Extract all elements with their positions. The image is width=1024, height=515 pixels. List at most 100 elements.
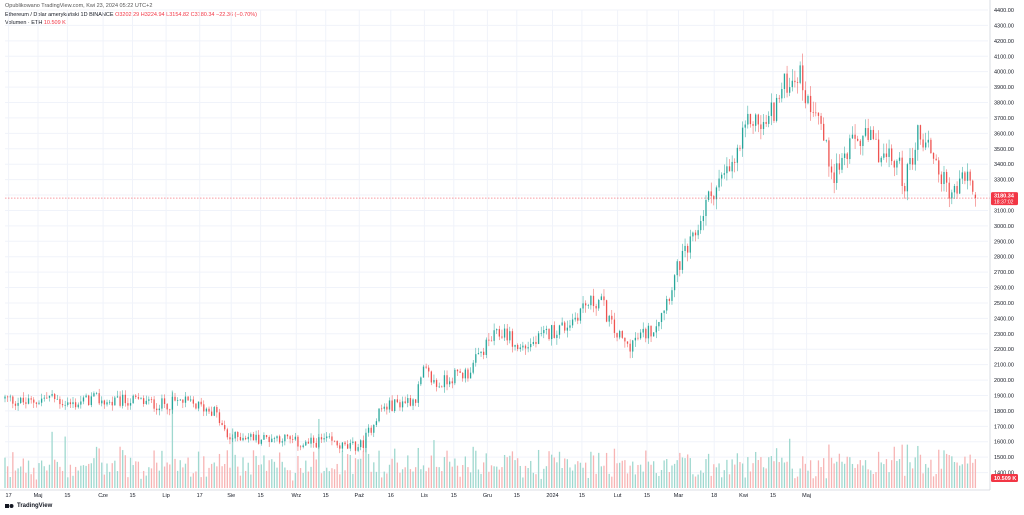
volume-bar — [488, 471, 490, 488]
candle-body — [747, 113, 749, 125]
candle-body — [171, 396, 174, 410]
candle-body — [380, 408, 383, 410]
candle-body — [503, 328, 506, 338]
volume-label[interactable]: Volumen · ETH — [5, 20, 43, 26]
candle-body — [940, 174, 943, 185]
volume-bar — [179, 460, 181, 488]
time-tick-label: Kwi — [739, 493, 748, 499]
symbol-name[interactable]: Ethereum / Dolar amerykański — [5, 12, 79, 18]
price-tick-label: 3900.00 — [994, 85, 1014, 91]
price-tick-label: 1900.00 — [994, 393, 1014, 399]
volume-bar — [786, 461, 788, 488]
volume-bar — [619, 462, 621, 488]
candle-body — [509, 331, 511, 341]
volume-bar — [825, 478, 827, 488]
candle-body — [833, 172, 835, 183]
candle-body — [938, 160, 940, 175]
candle-body — [383, 406, 385, 409]
volume-bar — [85, 465, 87, 488]
volume-bar — [129, 457, 132, 488]
candle-body — [438, 386, 440, 388]
volume-bar — [54, 459, 56, 488]
candle-body — [540, 333, 542, 334]
candle-body — [43, 397, 45, 399]
candle-body — [608, 315, 610, 322]
candle-body — [632, 340, 634, 352]
volume-bar — [804, 463, 807, 488]
volume-bar — [972, 462, 974, 488]
volume-bar — [647, 461, 650, 488]
price-axis[interactable]: 1400.00 1500.00 1600.00 1700.00 1800.00 1900.… — [989, 0, 1014, 490]
volume-bar — [176, 470, 179, 488]
candle-body — [700, 221, 702, 231]
volume-bar — [862, 465, 864, 488]
candle-body — [412, 399, 414, 406]
footer: TradingView — [5, 503, 52, 509]
candle-body — [237, 431, 239, 438]
candle-body — [851, 134, 854, 139]
candle-body — [843, 153, 846, 158]
volume-bar — [336, 463, 338, 488]
volume-bar — [783, 462, 786, 488]
candle-body — [328, 436, 330, 438]
candle-body — [367, 427, 370, 433]
volume-bar — [326, 467, 328, 488]
volume-bar — [51, 431, 53, 488]
volume-bar — [88, 463, 90, 488]
candle-body — [867, 128, 869, 141]
candle-body — [765, 122, 767, 124]
time-tick-label: 16 — [388, 493, 394, 499]
candle-body — [271, 438, 273, 443]
volume-bar — [331, 468, 333, 488]
candle-body — [927, 139, 929, 143]
candle-body — [156, 408, 158, 411]
volume-bar — [710, 475, 712, 488]
volume-bar — [707, 453, 710, 488]
volume-bar — [333, 469, 336, 488]
volume-bar — [511, 451, 514, 488]
candle-body — [286, 434, 289, 437]
volume-bar — [689, 458, 691, 488]
candle-body — [59, 398, 61, 405]
candle-body — [480, 351, 482, 354]
volume-bar — [187, 457, 189, 488]
volume-bar — [135, 461, 137, 488]
volume-bar — [216, 466, 218, 488]
volume-bar — [540, 478, 542, 488]
volume-bar — [346, 454, 349, 488]
candle-body — [723, 173, 725, 175]
volume-bar — [509, 455, 511, 488]
candle-body — [344, 442, 346, 445]
volume-bar — [451, 466, 453, 488]
volume-bar — [828, 444, 830, 488]
volume-bar — [286, 470, 289, 488]
candle-body — [132, 395, 134, 404]
volume-bar — [605, 452, 608, 488]
volume-bar — [653, 461, 655, 488]
time-axis[interactable]: 17 Maj 15 Cze 15 Lip 17 Sie 15 Wrz 15 Paź 16 Lis 15 Gru… — [0, 489, 990, 499]
price-tick-label: 2000.00 — [994, 378, 1014, 384]
volume-bar — [851, 463, 854, 488]
volume-bar — [535, 474, 537, 488]
volume-bar — [370, 471, 372, 488]
volume-bar — [948, 455, 950, 488]
candle-body — [972, 180, 974, 192]
candle-body — [605, 300, 608, 322]
candle-body — [666, 299, 668, 311]
volume-bar — [122, 450, 124, 488]
volume-bar — [930, 459, 932, 488]
volume-bar — [67, 477, 69, 488]
candle-body — [244, 437, 247, 440]
candle-body — [914, 149, 916, 165]
volume-bar — [438, 467, 440, 488]
candle-body — [446, 375, 448, 385]
candle-body — [310, 437, 312, 444]
candle-body — [969, 171, 971, 181]
candle-body — [930, 139, 932, 154]
volume-bar — [587, 477, 589, 488]
volume-bar — [530, 460, 532, 488]
candle-body — [362, 440, 364, 448]
price-tick-label: 2300.00 — [994, 332, 1014, 338]
volume-bars — [4, 390, 977, 488]
